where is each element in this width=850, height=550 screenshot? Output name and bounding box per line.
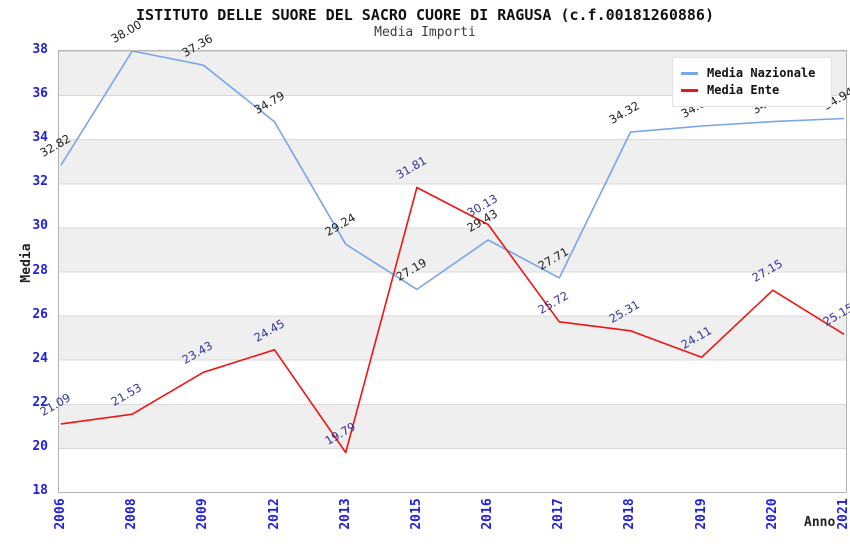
y-tick-label: 26 — [32, 306, 48, 322]
chart-svg — [60, 51, 845, 454]
chart-title: ISTITUTO DELLE SUORE DEL SACRO CUORE DI … — [136, 6, 714, 24]
y-tick-label: 20 — [32, 438, 48, 454]
x-tick-label: 2021 — [836, 498, 850, 530]
y-tick-label: 28 — [32, 262, 48, 278]
x-axis-title: Anno — [804, 515, 836, 530]
x-tick-label: 2006 — [53, 498, 68, 530]
plot-area — [58, 50, 847, 493]
y-tick-label: 36 — [32, 86, 48, 102]
y-tick-label: 38 — [32, 42, 48, 57]
y-tick-label: 34 — [32, 130, 48, 146]
series-line-media-nazionale — [60, 51, 845, 291]
legend: Media Nazionale Media Ente — [672, 57, 832, 107]
x-tick-label: 2015 — [408, 498, 424, 530]
legend-line-swatch — [681, 71, 698, 75]
x-tick-label: 2016 — [480, 498, 496, 530]
x-tick-label: 2019 — [693, 498, 709, 530]
legend-label: Media Ente — [707, 83, 780, 97]
x-tick-label: 2008 — [124, 498, 140, 530]
y-tick-label: 32 — [32, 174, 48, 190]
chart-subtitle: Media Importi — [374, 25, 476, 40]
y-tick-label: 30 — [32, 218, 48, 234]
x-tick-label: 2020 — [764, 498, 780, 530]
legend-item: Media Nazionale — [681, 65, 823, 81]
x-tick-label: 2012 — [266, 498, 282, 530]
x-tick-label: 2013 — [337, 498, 353, 530]
y-tick-label: 22 — [32, 394, 48, 410]
legend-item: Media Ente — [681, 82, 823, 98]
y-tick-label: 24 — [32, 350, 48, 366]
y-tick-label: 18 — [32, 483, 48, 498]
x-tick-label: 2018 — [622, 498, 638, 530]
legend-line-swatch — [681, 88, 698, 92]
legend-label: Media Nazionale — [707, 66, 816, 80]
series-line-media-ente — [60, 186, 845, 454]
x-tick-label: 2017 — [551, 498, 567, 530]
x-tick-label: 2009 — [195, 498, 211, 530]
